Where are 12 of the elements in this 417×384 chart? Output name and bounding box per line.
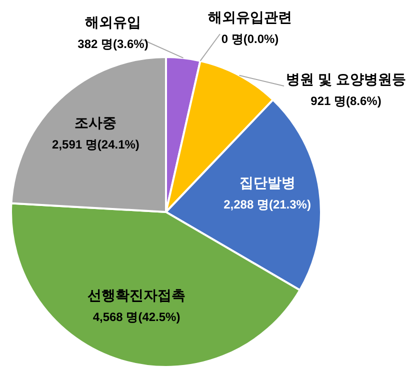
- slice-label: 해외유입: [85, 14, 141, 30]
- slice-label: 병원 및 요양병원등: [286, 71, 406, 87]
- category-label: 해외유입관련: [208, 9, 292, 25]
- data-label: 2,288 명(21.3%): [224, 198, 311, 212]
- data-label: 4,568 명(42.5%): [92, 310, 180, 324]
- slice-label: 선행확진자접촉: [88, 286, 186, 303]
- text: 0 명(0.0%): [221, 32, 279, 46]
- data-label: 382 명(3.6%): [78, 37, 148, 51]
- data-label: 2,591 명(24.1%): [52, 138, 140, 152]
- slice-label: 조사중: [74, 114, 117, 131]
- data-label: 921 명(8.6%): [310, 94, 382, 108]
- slice-label: 집단발병: [239, 174, 296, 191]
